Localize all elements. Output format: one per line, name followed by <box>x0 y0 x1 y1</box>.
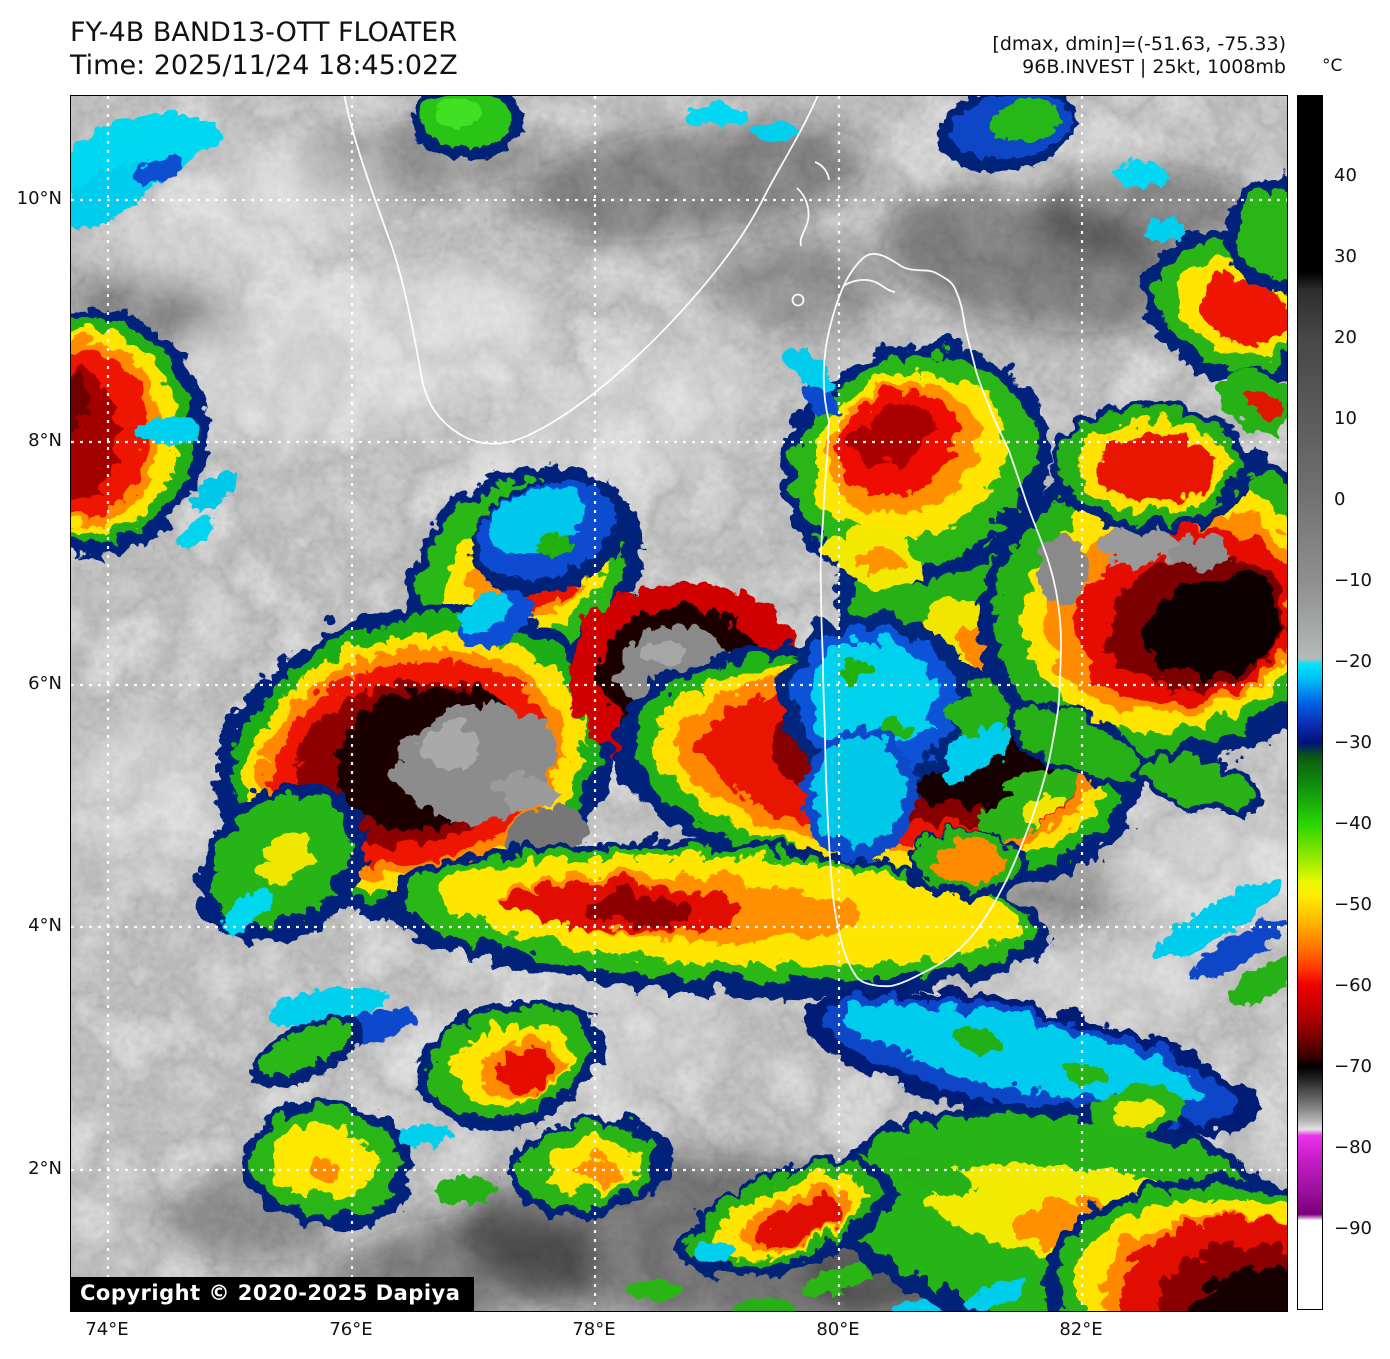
satellite-imagery <box>71 96 1287 1311</box>
colorbar-tick-label: 40 <box>1334 165 1357 186</box>
colorbar-tick-label: −40 <box>1334 813 1372 834</box>
dmax-dmin-readout: [dmax, dmin]=(-51.63, -75.33) <box>992 33 1286 55</box>
info-block: [dmax, dmin]=(-51.63, -75.33) 96B.INVEST… <box>992 33 1286 79</box>
lon-tick-label: 74°E <box>85 1319 129 1340</box>
page-title: FY-4B BAND13-OTT FLOATER <box>70 17 458 48</box>
colorbar-unit-label: °C <box>1322 56 1343 76</box>
coastline-india-lagoon <box>796 187 810 247</box>
invest-readout: 96B.INVEST | 25kt, 1008mb <box>1022 56 1286 78</box>
coastline-islet <box>791 293 805 307</box>
lat-tick-label: 4°N <box>28 915 62 936</box>
copyright-badge: Copyright © 2020-2025 Dapiya <box>71 1277 475 1311</box>
colorbar-tick-label: −20 <box>1334 651 1372 672</box>
colorbar-tick-label: −90 <box>1334 1218 1372 1239</box>
satellite-map: Copyright © 2020-2025 Dapiya <box>70 95 1288 1312</box>
colorbar-tick-label: −60 <box>1334 975 1372 996</box>
colorbar-tick-label: −70 <box>1334 1056 1372 1077</box>
lat-tick-label: 2°N <box>28 1158 62 1179</box>
colorbar-tick-label: −80 <box>1334 1137 1372 1158</box>
title-block: FY-4B BAND13-OTT FLOATER Time: 2025/11/2… <box>70 16 458 82</box>
colorbar-tick-label: 10 <box>1334 408 1357 429</box>
timestamp: Time: 2025/11/24 18:45:02Z <box>70 50 458 81</box>
colorbar-tick-label: 30 <box>1334 246 1357 267</box>
coastline-india-lagoon2 <box>814 161 830 181</box>
lat-tick-label: 6°N <box>28 673 62 694</box>
coastline-sri-lanka <box>819 253 1062 988</box>
colorbar <box>1297 95 1323 1310</box>
colorbar-tick-label: 20 <box>1334 327 1357 348</box>
lon-tick-label: 78°E <box>572 1319 616 1340</box>
colorbar-tick-label: −30 <box>1334 732 1372 753</box>
lon-tick-label: 76°E <box>329 1319 373 1340</box>
convection-small <box>71 96 1287 1311</box>
lat-tick-label: 8°N <box>28 430 62 451</box>
lon-tick-label: 80°E <box>816 1319 860 1340</box>
lat-tick-label: 10°N <box>16 188 62 209</box>
convection-major <box>71 170 1287 1311</box>
coastline-jaffna <box>842 279 896 293</box>
lon-tick-label: 82°E <box>1059 1319 1103 1340</box>
colorbar-tick-label: 0 <box>1334 489 1346 510</box>
colorbar-tick-label: −50 <box>1334 894 1372 915</box>
colorbar-tick-label: −10 <box>1334 570 1372 591</box>
